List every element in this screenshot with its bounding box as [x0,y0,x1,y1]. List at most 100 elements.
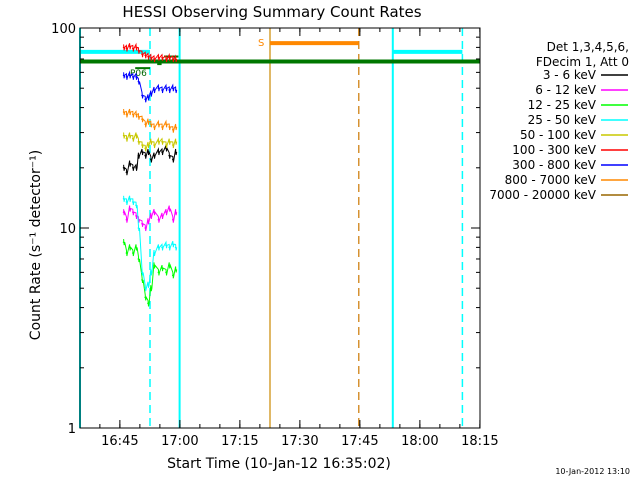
data-point [150,271,152,274]
data-point [174,58,177,60]
series-line [123,70,178,103]
data-point [135,76,137,78]
data-point [137,258,140,260]
x-tick-label: 17:30 [281,434,318,449]
legend-entry-label: 50 - 100 keV [520,128,597,142]
data-point [137,115,140,118]
data-point [150,158,152,161]
data-point [137,140,140,143]
data-point [122,74,125,77]
data-point [165,87,167,90]
y-axis-label: Count Rate (s⁻¹ detector⁻¹) [28,150,44,340]
legend-entry-label: 25 - 50 keV [528,113,597,127]
data-point [144,287,146,290]
data-point [172,218,174,221]
data-point [122,46,125,49]
data-point [141,271,143,274]
data-point [168,207,170,210]
data-point [161,151,163,153]
data-point [153,89,155,91]
data-point [132,201,134,203]
x-tick-label: 18:00 [401,434,438,449]
data-point [174,246,177,249]
data-point [172,144,174,146]
annotation-p06: P06 [130,69,147,79]
data-point [168,89,170,91]
data-point [157,151,160,153]
x-tick-label: 18:15 [461,434,498,449]
data-point [150,215,152,217]
data-point [122,211,125,213]
data-point [161,56,163,59]
data-point [157,140,160,143]
series-layer [122,42,178,307]
data-point [165,271,167,274]
data-point [172,158,174,161]
data-point [172,128,174,131]
data-point [168,140,170,143]
data-point [125,76,128,78]
data-point [125,113,128,116]
data-point [168,126,170,128]
x-tick-label: 16:45 [101,434,138,449]
data-point [137,80,140,83]
data-point [161,215,163,217]
data-point [147,283,149,286]
data-point [141,53,143,55]
y-tick-label: 10 [59,222,76,237]
data-point [153,58,155,60]
data-point [137,227,140,229]
data-point [122,166,125,169]
legend-entry-label: 6 - 12 keV [535,83,597,97]
data-point [141,279,143,281]
data-point [150,92,152,95]
data-point [128,246,131,249]
data-point [150,56,152,59]
series-line [123,42,178,63]
x-tick-label: 17:45 [341,434,378,449]
data-point [132,113,134,116]
data-point [174,211,177,213]
data-point [144,147,146,150]
y-tick-label: 1 [68,422,76,437]
data-point [132,76,134,78]
data-point [144,154,146,157]
legend-entry-label: 3 - 6 keV [543,68,597,82]
data-point [122,111,125,113]
data-point [125,201,128,203]
data-point [147,302,149,305]
data-point [125,47,128,50]
data-point [141,118,143,120]
data-point [147,120,149,123]
data-point [161,89,163,91]
data-point [147,220,149,223]
data-point [174,89,177,91]
data-point [153,154,155,157]
data-point [157,87,160,90]
data-point [132,252,134,254]
data-point [128,111,131,113]
legend-header-line-1: Det 1,3,4,5,6, [547,40,629,54]
footer-timestamp: 10-Jan-2012 13:10 [555,467,630,476]
data-point [174,126,177,128]
data-point [128,134,131,137]
data-point [128,207,131,210]
data-point [144,296,146,299]
data-point [141,222,143,225]
data-point [147,96,149,99]
data-point [161,140,163,143]
legend-header-line-2: FDecim 1, Att 0 [536,55,629,69]
data-point [137,154,140,157]
data-point [157,246,160,249]
data-point [144,123,146,126]
data-point [135,113,137,116]
data-point [122,134,125,137]
data-point [144,54,146,57]
annotation-s: S [258,38,264,49]
data-point [144,227,146,229]
data-point [135,246,137,249]
data-point [141,94,143,97]
data-point [174,268,177,271]
